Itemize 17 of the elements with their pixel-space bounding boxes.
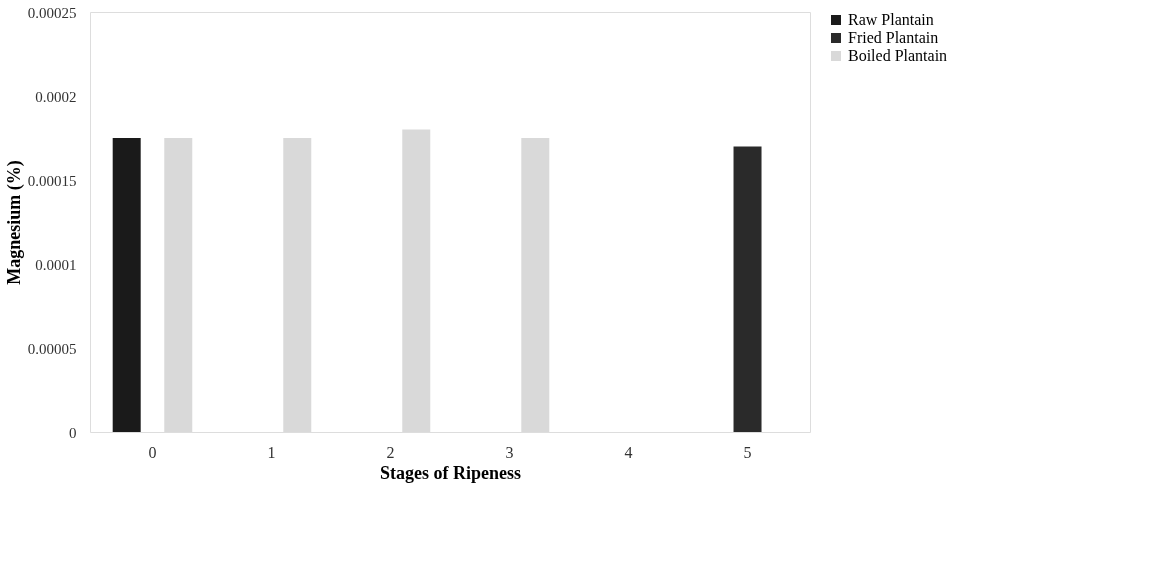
y-tick-label: 0 [69, 424, 77, 441]
x-tick-label: 0 [148, 443, 157, 461]
y-tick-label: 0.00015 [27, 172, 77, 189]
y-tick-label: 0.00025 [27, 4, 77, 21]
legend-label: Raw Plantain [848, 11, 934, 28]
x-tick-label: 2 [386, 443, 395, 461]
x-tick-label: 4 [624, 443, 633, 461]
y-tick-label: 0.0001 [35, 256, 77, 273]
x-tick-label: 3 [505, 443, 514, 461]
legend-label: Fried Plantain [848, 29, 939, 46]
legend-label: Boiled Plantain [848, 47, 948, 64]
y-axis-title: Magnesium (%) [3, 160, 25, 285]
x-axis-title: Stages of Ripeness [379, 462, 522, 483]
y-tick-label: 0.00005 [27, 340, 77, 357]
x-tick-label: 5 [743, 443, 752, 461]
y-tick-label: 0.0002 [35, 88, 77, 105]
x-tick-label: 1 [267, 443, 276, 461]
